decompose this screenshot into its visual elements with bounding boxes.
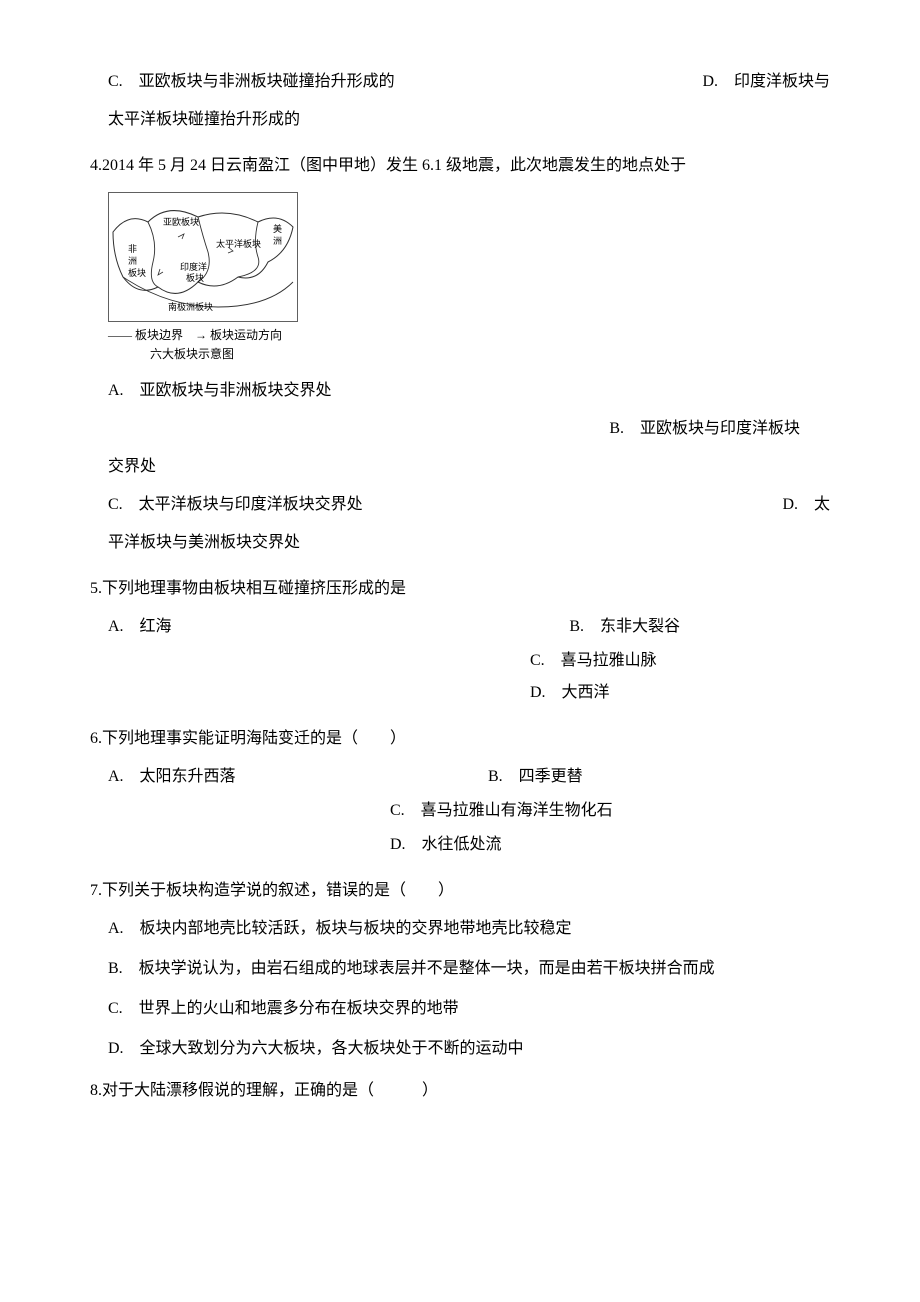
q4-figure-caption: 六大板块示意图	[150, 345, 830, 363]
svg-text:太平洋板块: 太平洋板块	[216, 238, 261, 249]
q4-opt-cd-line: C. 太平洋板块与印度洋板块交界处 D. 太	[90, 493, 830, 517]
svg-text:美: 美	[273, 223, 282, 234]
q4-opt-a: A. 亚欧板块与非洲板块交界处	[90, 379, 830, 403]
q6-opt-b: B. 四季更替	[488, 765, 830, 789]
q5-row1: A. 红海 B. 东非大裂谷	[90, 615, 830, 639]
q4-figure-legend: —— 板块边界 → 板块运动方向	[108, 326, 830, 344]
svg-text:板块: 板块	[186, 272, 204, 283]
q3-opt-c: C. 亚欧板块与非洲板块碰撞抬升形成的	[108, 70, 395, 94]
svg-text:亚欧板块: 亚欧板块	[163, 216, 199, 227]
q4-opt-b-wrap: B. 亚欧板块与印度洋板块	[90, 417, 830, 441]
q3-opt-d-start: D. 印度洋板块与	[702, 70, 830, 94]
svg-text:洲: 洲	[128, 256, 137, 266]
q5-opt-a: A. 红海	[108, 615, 488, 639]
q4-opt-b-cont: 交界处	[90, 455, 830, 479]
q3-options-line: C. 亚欧板块与非洲板块碰撞抬升形成的 D. 印度洋板块与	[90, 70, 830, 94]
q6-opt-c: C. 喜马拉雅山有海洋生物化石	[90, 799, 830, 823]
q5-opt-c: C. 喜马拉雅山脉	[90, 649, 830, 673]
q7-stem: 7.下列关于板块构造学说的叙述，错误的是（ ）	[90, 879, 830, 903]
q4-opt-b: B. 亚欧板块与印度洋板块	[609, 417, 800, 441]
q7-opt-a: A. 板块内部地壳比较活跃，板块与板块的交界地带地壳比较稳定	[108, 917, 830, 941]
q4-figure: 亚欧板块 太平洋板块 美 洲 非 洲 板块 印度洋 板块 南极洲板块	[108, 192, 830, 322]
svg-text:板块: 板块	[128, 267, 146, 278]
q4-opt-c: C. 太平洋板块与印度洋板块交界处	[108, 493, 363, 517]
q7-opt-d: D. 全球大致划分为六大板块，各大板块处于不断的运动中	[108, 1037, 830, 1061]
svg-text:印度洋: 印度洋	[180, 261, 207, 272]
svg-text:非: 非	[128, 243, 137, 254]
svg-text:洲: 洲	[273, 236, 282, 246]
q5-opt-d: D. 大西洋	[90, 681, 830, 705]
q3-opt-d-cont: 太平洋板块碰撞抬升形成的	[90, 108, 830, 132]
q6-opt-a: A. 太阳东升西落	[108, 765, 488, 789]
q7-opt-c: C. 世界上的火山和地震多分布在板块交界的地带	[108, 997, 830, 1021]
q5-opt-b: B. 东非大裂谷	[488, 615, 830, 639]
q6-opt-d: D. 水往低处流	[90, 833, 830, 857]
q7-options: A. 板块内部地壳比较活跃，板块与板块的交界地带地壳比较稳定 B. 板块学说认为…	[90, 917, 830, 1061]
q4-opt-d-cont: 平洋板块与美洲板块交界处	[90, 531, 830, 555]
plate-map-icon: 亚欧板块 太平洋板块 美 洲 非 洲 板块 印度洋 板块 南极洲板块	[108, 192, 298, 322]
q8-stem: 8.对于大陆漂移假说的理解，正确的是（ ）	[90, 1079, 830, 1103]
q4-opt-d-start: D. 太	[782, 493, 830, 517]
svg-text:南极洲板块: 南极洲板块	[168, 301, 213, 312]
q5-stem: 5.下列地理事物由板块相互碰撞挤压形成的是	[90, 577, 830, 601]
q6-stem: 6.下列地理事实能证明海陆变迁的是（ ）	[90, 727, 830, 751]
q6-row1: A. 太阳东升西落 B. 四季更替	[90, 765, 830, 789]
q7-opt-b: B. 板块学说认为，由岩石组成的地球表层并不是整体一块，而是由若干板块拼合而成	[108, 957, 830, 981]
q4-stem: 4.2014 年 5 月 24 日云南盈江（图中甲地）发生 6.1 级地震，此次…	[90, 154, 830, 178]
